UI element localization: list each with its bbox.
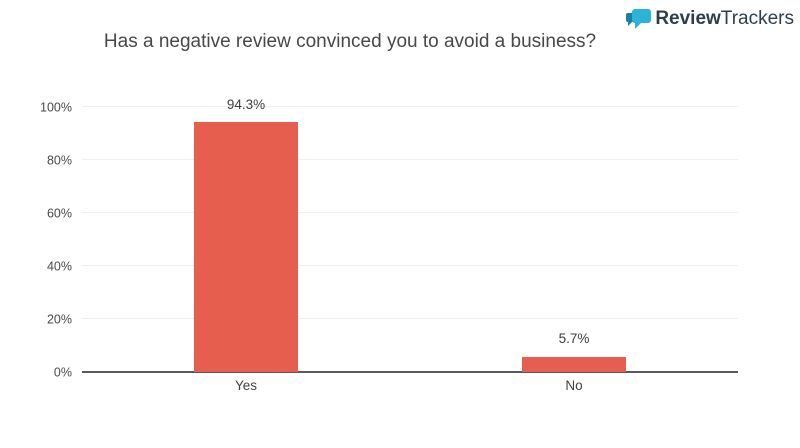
plot-area: 0% 20% 40% 60% 80% 100% 94.3% Yes 5.7% No [40, 98, 738, 392]
y-tick-label: 40% [46, 258, 72, 273]
gridline [82, 159, 738, 160]
gridline [82, 318, 738, 319]
bar-value-label: 5.7% [558, 331, 590, 347]
bar-yes [194, 122, 298, 372]
speech-bubbles-icon [626, 8, 652, 30]
gridline [82, 265, 738, 266]
y-tick-label: 60% [46, 205, 72, 220]
y-tick-label: 80% [46, 152, 72, 167]
gridline [82, 106, 738, 107]
logo-text-trackers: Trackers [720, 8, 794, 29]
bar-no [522, 356, 626, 372]
y-tick-label: 20% [46, 311, 72, 326]
logo-text-review: Review [655, 8, 721, 29]
bar-value-label: 94.3% [226, 96, 266, 112]
y-tick-label: 0% [53, 364, 72, 379]
x-category-label: No [565, 378, 583, 393]
reviewtrackers-logo: ReviewTrackers [626, 8, 794, 30]
gridline [82, 212, 738, 213]
chart-title: Has a negative review convinced you to a… [103, 31, 597, 52]
logo-text: ReviewTrackers [655, 8, 794, 30]
x-axis-line [82, 371, 738, 373]
y-tick-label: 100% [40, 99, 72, 114]
x-category-label: Yes [234, 378, 258, 393]
